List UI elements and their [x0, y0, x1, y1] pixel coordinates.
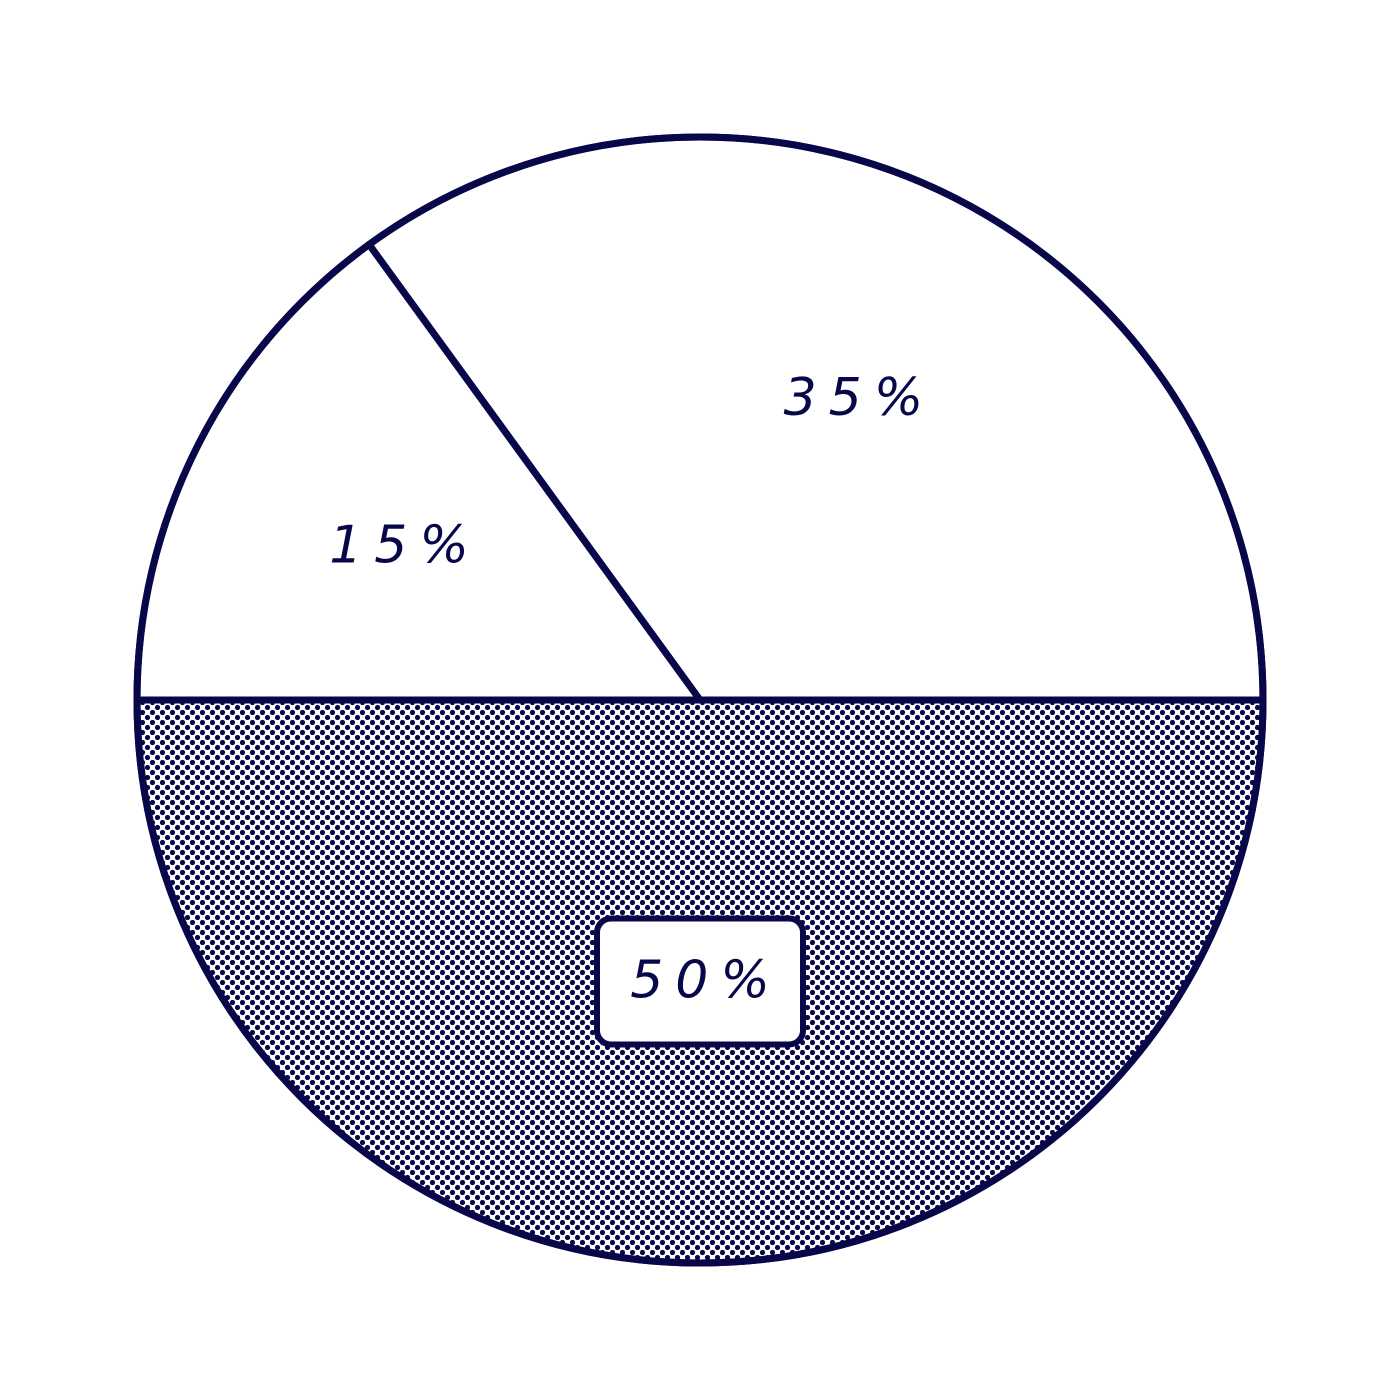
labels-layer: 35% 15% 50% [329, 368, 936, 1048]
slice-label-1: 15% [329, 516, 481, 576]
slice-label-0: 35% [784, 368, 936, 428]
slice-label-2: 50% [630, 951, 782, 1011]
slices-layer [133, 133, 1267, 1267]
slice-label-box-2 [594, 915, 806, 1048]
pie-outline [133, 133, 1267, 1267]
